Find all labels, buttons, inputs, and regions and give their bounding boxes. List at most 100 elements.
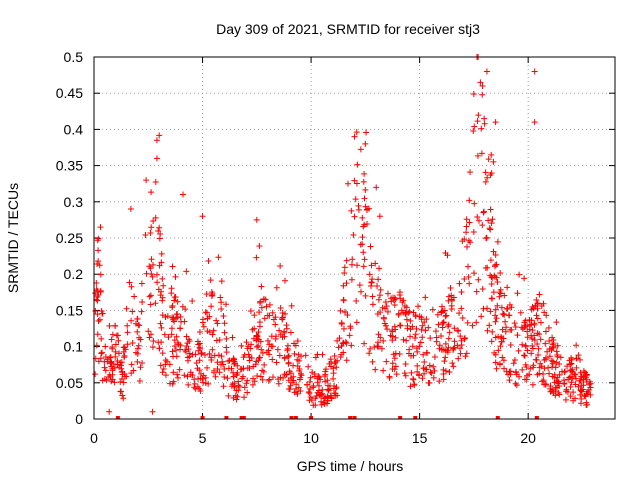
data-point: [322, 378, 329, 385]
data-point: [228, 383, 235, 390]
data-point: [471, 123, 478, 130]
data-point: [346, 332, 353, 339]
data-point: [554, 353, 561, 360]
data-point: [117, 379, 124, 386]
data-point: [519, 341, 526, 348]
data-point: [294, 337, 301, 344]
data-point: [149, 344, 156, 351]
data-point: [266, 351, 273, 358]
data-point: [246, 354, 253, 361]
data-point: [316, 374, 323, 381]
data-point: [238, 366, 245, 373]
data-point: [326, 383, 333, 390]
data-point: [256, 354, 263, 361]
data-point: [422, 294, 429, 301]
data-point: [492, 318, 499, 325]
data-point: [204, 328, 211, 335]
data-point: [109, 345, 116, 352]
data-point: [448, 306, 455, 313]
data-point: [376, 213, 383, 220]
data-point: [564, 363, 571, 370]
data-point: [418, 326, 425, 333]
data-point: [376, 292, 383, 299]
data-point: [488, 338, 495, 345]
data-point: [445, 321, 452, 328]
data-point: [392, 334, 399, 341]
data-point: [492, 274, 499, 281]
data-point: [538, 302, 545, 309]
data-point: [450, 363, 457, 370]
data-point: [184, 373, 191, 380]
y-tick-label: 0.1: [64, 339, 84, 355]
data-point: [258, 346, 265, 353]
data-point: [233, 387, 240, 394]
data-point: [457, 345, 464, 352]
data-point: [488, 170, 495, 177]
data-point: [269, 374, 276, 381]
data-point: [445, 335, 452, 342]
data-point: [516, 271, 523, 278]
data-point: [124, 322, 131, 329]
data-point: [377, 334, 384, 341]
data-point: [534, 315, 541, 322]
data-point: [94, 261, 101, 268]
data-point: [202, 374, 209, 381]
data-point: [255, 328, 262, 335]
data-point: [253, 254, 260, 261]
data-point: [106, 322, 113, 329]
data-point: [440, 366, 447, 373]
data-point: [505, 371, 512, 378]
data-point: [259, 376, 266, 383]
data-point: [369, 358, 376, 365]
data-point: [348, 276, 355, 283]
data-point: [347, 323, 354, 330]
data-point: [281, 328, 288, 335]
data-point: [273, 284, 280, 291]
data-point: [478, 313, 485, 320]
data-point: [497, 270, 504, 277]
data-point: [404, 325, 411, 332]
data-point: [506, 301, 513, 308]
data-point: [580, 382, 587, 389]
data-point: [191, 380, 198, 387]
data-point: [220, 313, 227, 320]
data-point: [430, 363, 437, 370]
data-point: [205, 257, 212, 264]
y-tick-label: 0.35: [56, 158, 83, 174]
data-point: [367, 243, 374, 250]
data-point: [276, 352, 283, 359]
data-point: [124, 341, 131, 348]
data-point: [438, 332, 445, 339]
data-point: [440, 376, 447, 383]
data-point: [253, 358, 260, 365]
data-point: [479, 222, 486, 229]
data-point: [154, 279, 161, 286]
y-tick-label: 0.3: [64, 194, 84, 210]
data-point: [194, 365, 201, 372]
data-point: [362, 203, 369, 210]
data-point: [438, 346, 445, 353]
data-point: [182, 347, 189, 354]
data-point: [112, 348, 119, 355]
data-point: [338, 321, 345, 328]
data-point: [362, 292, 369, 299]
data-point: [92, 371, 99, 378]
data-point: [117, 388, 124, 395]
data-point: [494, 302, 501, 309]
data-point: [182, 306, 189, 313]
data-point: [561, 369, 568, 376]
data-point: [234, 393, 241, 400]
data-point: [191, 384, 198, 391]
data-point: [441, 307, 448, 314]
data-point: [374, 343, 381, 350]
data-point: [340, 339, 347, 346]
data-point: [184, 357, 191, 364]
data-point: [216, 336, 223, 343]
data-point: [152, 300, 159, 307]
data-point: [506, 368, 513, 375]
data-point: [389, 365, 396, 372]
data-point: [506, 377, 513, 384]
data-point: [162, 313, 169, 320]
data-point: [266, 376, 273, 383]
data-point: [375, 331, 382, 338]
